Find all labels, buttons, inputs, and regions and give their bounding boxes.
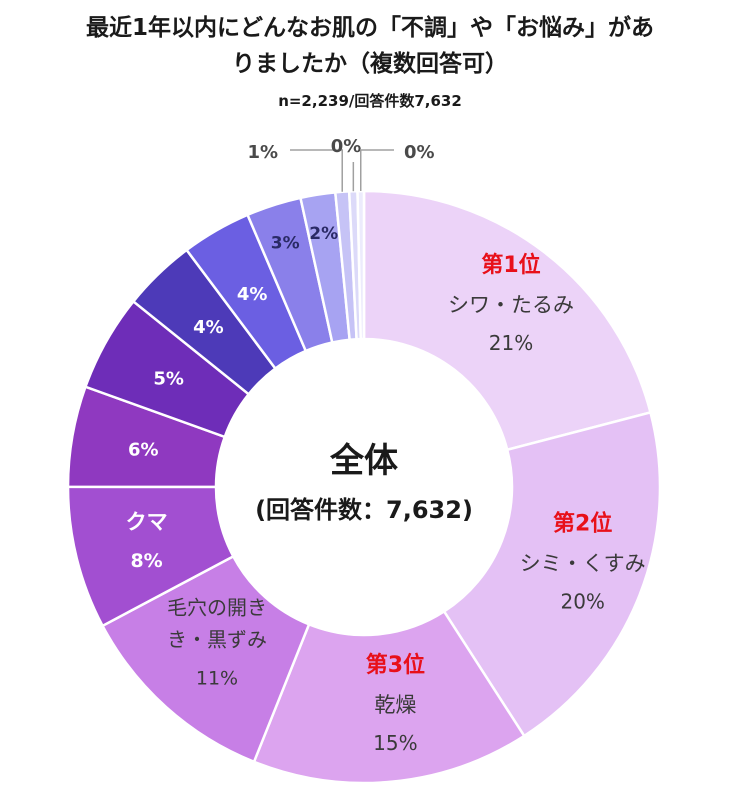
category-label-4b: き・黒ずみ xyxy=(167,628,267,652)
category-label-3: 乾燥 xyxy=(374,693,416,717)
leader-line-14 xyxy=(360,149,394,192)
center-label-main: 全体 xyxy=(329,441,398,481)
value-label-14: 0% xyxy=(404,142,435,163)
category-label-2: シミ・くすみ xyxy=(520,551,646,575)
donut-slice-2 xyxy=(442,410,662,738)
value-label-4: 11% xyxy=(196,668,238,690)
donut-center: 全体 (回答件数：7,632) xyxy=(255,441,473,524)
value-label-11: 2% xyxy=(309,224,338,244)
center-label-sub: (回答件数：7,632) xyxy=(255,496,473,524)
donut-slice-1 xyxy=(362,189,652,452)
rank-label-2: 第2位 xyxy=(553,510,612,536)
value-label-12: 1% xyxy=(247,142,278,163)
chart-title-line2: りましたか（複数回答可） xyxy=(232,51,508,77)
category-label-4a: 毛穴の開き xyxy=(167,596,267,620)
value-label-2: 20% xyxy=(560,589,604,613)
chart-title-line1: 最近1年以内にどんなお肌の「不調」や「お悩み」があ xyxy=(85,15,654,41)
value-label-9: 4% xyxy=(237,284,268,305)
category-label-5: クマ xyxy=(126,510,168,534)
value-label-13: 0% xyxy=(331,136,362,157)
value-label-1: 21% xyxy=(489,331,533,355)
donut-slice-3 xyxy=(252,609,526,785)
donut-slices xyxy=(66,189,662,785)
value-label-3: 15% xyxy=(373,731,417,755)
donut-slice-14 xyxy=(356,189,366,341)
value-label-8: 4% xyxy=(193,317,224,338)
value-label-6: 6% xyxy=(128,439,159,460)
value-label-5: 8% xyxy=(130,550,162,572)
chart-subtitle: n=2,239/回答件数7,632 xyxy=(278,92,462,110)
rank-label-1: 第1位 xyxy=(481,252,540,278)
value-label-7: 5% xyxy=(153,368,184,389)
value-label-10: 3% xyxy=(271,233,300,253)
rank-label-3: 第3位 xyxy=(366,652,425,678)
leader-line-12 xyxy=(290,149,343,192)
category-label-1: シワ・たるみ xyxy=(448,293,574,317)
